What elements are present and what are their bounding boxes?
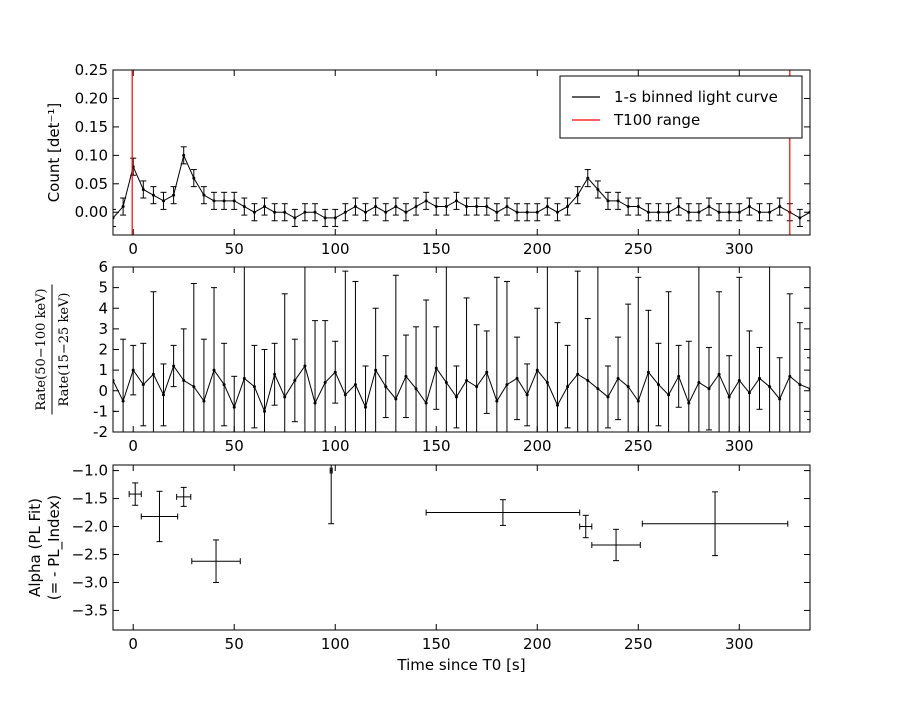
y-axis-label: Rate(50−100 keV) <box>34 288 49 410</box>
x-tick-label: 100 <box>321 635 350 653</box>
x-tick-label: 150 <box>422 240 451 258</box>
plot-area <box>113 267 810 432</box>
x-tick-label: 150 <box>422 635 451 653</box>
y-axis-label: Alpha (PL Fit) <box>26 498 44 597</box>
y-tick-label: −3.5 <box>72 601 108 619</box>
y-tick-label: 0.20 <box>75 89 108 107</box>
x-tick-label: 0 <box>128 240 138 258</box>
x-tick-label: 250 <box>624 635 653 653</box>
x-tick-label: 200 <box>523 437 552 455</box>
x-tick-label: 100 <box>321 437 350 455</box>
x-tick-label: 0 <box>128 635 138 653</box>
legend-label: T100 range <box>613 111 700 129</box>
y-tick-label: −3.0 <box>72 573 108 591</box>
x-tick-label: 50 <box>225 635 244 653</box>
y-axis-label: Rate(15−25 keV) <box>57 293 72 407</box>
y-axis-label: Count [det⁻¹] <box>45 103 63 203</box>
x-tick-label: 200 <box>523 240 552 258</box>
y-tick-label: 0.05 <box>75 175 108 193</box>
x-tick-label: 300 <box>725 635 754 653</box>
x-tick-label: 300 <box>725 240 754 258</box>
y-tick-label: −2.0 <box>72 518 108 536</box>
x-tick-label: 100 <box>321 240 350 258</box>
x-axis-label: Time since T0 [s] <box>396 656 525 674</box>
y-tick-label: 0.10 <box>75 146 108 164</box>
legend-label: 1-s binned light curve <box>614 88 778 106</box>
y-tick-label: 2 <box>98 341 108 359</box>
line <box>113 153 810 219</box>
x-tick-label: 300 <box>725 437 754 455</box>
x-tick-label: 50 <box>225 437 244 455</box>
axes-frame <box>112 266 811 433</box>
x-tick-label: 0 <box>128 437 138 455</box>
y-tick-label: −1.0 <box>72 462 108 480</box>
axes-frame <box>112 69 811 236</box>
axes-frame <box>112 464 811 631</box>
y-tick-label: -2 <box>93 423 108 441</box>
y-tick-label: 0.00 <box>75 203 108 221</box>
y-tick-label: −2.5 <box>72 545 108 563</box>
y-tick-label: 1 <box>98 361 108 379</box>
y-tick-label: 0 <box>98 382 108 400</box>
y-tick-label: -1 <box>93 402 108 420</box>
x-tick-label: 200 <box>523 635 552 653</box>
legend-box <box>559 75 803 139</box>
y-tick-label: 0.25 <box>75 61 108 79</box>
y-tick-label: 4 <box>98 299 108 317</box>
x-tick-label: 250 <box>624 240 653 258</box>
y-axis-label: (= - PL_Index) <box>45 495 64 600</box>
y-tick-label: 0.15 <box>75 118 108 136</box>
line <box>113 364 810 413</box>
plot-area <box>113 146 810 227</box>
y-tick-label: 6 <box>98 258 108 276</box>
y-tick-label: 3 <box>98 320 108 338</box>
x-tick-label: 50 <box>225 240 244 258</box>
plot-area <box>128 465 789 583</box>
y-tick-label: 5 <box>98 279 108 297</box>
x-tick-label: 150 <box>422 437 451 455</box>
y-tick-label: −1.5 <box>72 490 108 508</box>
x-tick-label: 250 <box>624 437 653 455</box>
